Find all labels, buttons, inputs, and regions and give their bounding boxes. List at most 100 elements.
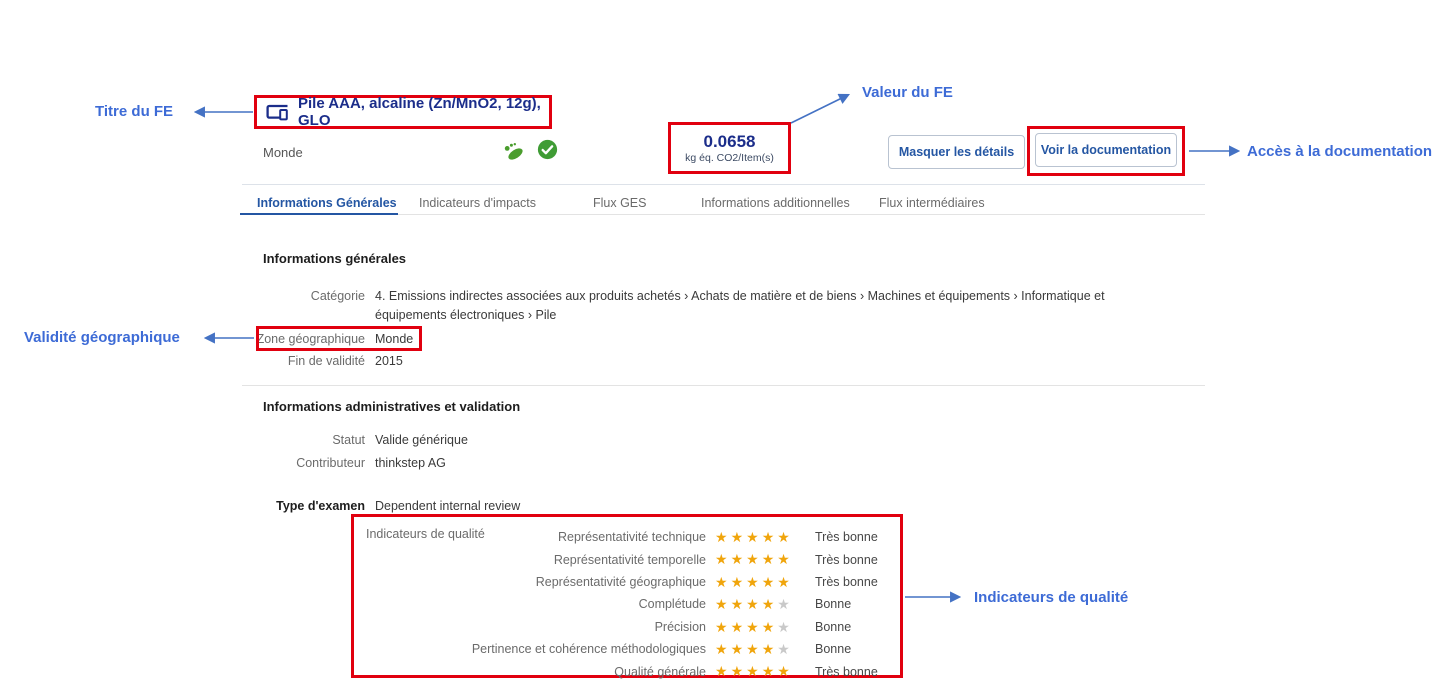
contributor-value: thinkstep AG	[375, 456, 446, 470]
tab-informations-additionnelles[interactable]: Informations additionnelles	[701, 196, 850, 210]
star-filled-icon: ★	[746, 640, 762, 657]
star-filled-icon: ★	[730, 573, 747, 590]
review-type-row: Type d'examen Dependent internal review	[242, 497, 520, 516]
fe-title-text: Pile AAA, alcaline (Zn/MnO2, 12g), GLO	[298, 95, 541, 129]
star-filled-icon: ★	[746, 663, 762, 680]
star-filled-icon: ★	[715, 640, 731, 657]
fe-unit: kg éq. CO2/Item(s)	[685, 151, 774, 164]
star-filled-icon: ★	[730, 551, 747, 568]
review-type-label: Type d'examen	[276, 499, 365, 513]
star-filled-icon: ★	[746, 551, 762, 568]
tab-flux-ges[interactable]: Flux GES	[593, 196, 647, 210]
category-label: Catégorie	[310, 289, 365, 303]
general-info-heading: Informations générales	[263, 251, 407, 266]
star-filled-icon: ★	[715, 663, 731, 680]
quality-row-label: Précision	[654, 619, 706, 634]
star-rating: ★★★★★	[715, 575, 815, 590]
quality-row-rating: Très bonne	[815, 530, 878, 545]
star-filled-icon: ★	[730, 618, 747, 635]
tabs-divider	[242, 214, 1205, 215]
star-filled-icon: ★	[777, 551, 793, 568]
quality-row: Représentativité technique ★★★★★ Très bo…	[354, 526, 890, 548]
annotation-documentation-label: Accès à la documentation	[1247, 143, 1433, 160]
star-filled-icon: ★	[715, 618, 731, 635]
review-type-value: Dependent internal review	[375, 499, 521, 513]
quality-row: Pertinence et cohérence méthodologiques …	[354, 638, 890, 660]
star-filled-icon: ★	[761, 573, 778, 590]
star-filled-icon: ★	[761, 663, 778, 680]
tab-informations-generales[interactable]: Informations Générales	[257, 196, 397, 210]
star-filled-icon: ★	[761, 640, 778, 657]
quality-row-rating: Très bonne	[815, 552, 878, 567]
admin-info-heading: Informations administratives et validati…	[263, 399, 521, 414]
validity-label: Fin de validité	[287, 354, 365, 368]
quality-row-label: Qualité générale	[614, 664, 706, 679]
star-filled-icon: ★	[761, 551, 778, 568]
fe-title: Pile AAA, alcaline (Zn/MnO2, 12g), GLO	[257, 95, 549, 129]
quality-row: Représentativité géographique ★★★★★ Très…	[354, 571, 890, 593]
validated-check-icon	[537, 139, 558, 163]
header-divider	[242, 184, 1205, 185]
status-value: Valide générique	[375, 433, 468, 447]
star-empty-icon: ★	[777, 618, 793, 635]
star-rating: ★★★★★	[715, 597, 815, 612]
star-filled-icon: ★	[730, 640, 747, 657]
fe-value: 0.0658	[703, 132, 756, 152]
quality-row-label: Complétude	[638, 597, 706, 612]
view-documentation-button[interactable]: Voir la documentation	[1035, 133, 1177, 167]
quality-row-rating: Très bonne	[815, 574, 878, 589]
zone-row: Zone géographique Monde	[242, 330, 414, 349]
documentation-highlight-box: Voir la documentation	[1027, 126, 1185, 176]
annotation-quality-label: Indicateurs de qualité	[974, 589, 1129, 606]
value-highlight-box: 0.0658 kg éq. CO2/Item(s)	[668, 122, 791, 174]
tab-flux-intermediaires[interactable]: Flux intermédiaires	[879, 196, 985, 210]
star-rating: ★★★★★	[715, 552, 815, 567]
star-filled-icon: ★	[746, 618, 762, 635]
quality-row: Représentativité temporelle ★★★★★ Très b…	[354, 548, 890, 570]
quality-row-rating: Bonne	[815, 619, 852, 634]
star-filled-icon: ★	[730, 528, 747, 545]
category-row: Catégorie 4. Emissions indirectes associ…	[242, 287, 1147, 325]
star-filled-icon: ★	[715, 573, 731, 590]
quality-caption: Indicateurs de qualité	[366, 527, 485, 541]
title-highlight-box: Pile AAA, alcaline (Zn/MnO2, 12g), GLO	[254, 95, 552, 129]
hide-details-button[interactable]: Masquer les détails	[888, 135, 1025, 169]
star-filled-icon: ★	[761, 596, 778, 613]
quality-highlight-box: Indicateurs de qualité Représentativité …	[351, 514, 903, 680]
quality-row-label: Représentativité géographique	[535, 574, 706, 589]
star-filled-icon: ★	[777, 663, 793, 680]
category-value: 4. Emissions indirectes associées aux pr…	[375, 289, 1105, 322]
star-filled-icon: ★	[761, 528, 778, 545]
star-filled-icon: ★	[715, 596, 731, 613]
annotation-geographic-label: Validité géographique	[24, 329, 180, 346]
quality-row-label: Pertinence et cohérence méthodologiques	[471, 642, 706, 657]
star-rating: ★★★★★	[715, 530, 815, 545]
quality-row-label: Représentativité technique	[557, 530, 706, 545]
tab-indicateurs-impacts[interactable]: Indicateurs d'impacts	[419, 196, 537, 210]
star-filled-icon: ★	[730, 596, 747, 613]
star-filled-icon: ★	[715, 551, 731, 568]
quality-row-rating: Très bonne	[815, 664, 878, 679]
star-filled-icon: ★	[730, 663, 747, 680]
carbon-footprint-icon	[502, 140, 526, 165]
quality-row-rating: Bonne	[815, 597, 852, 612]
contributor-label: Contributeur	[296, 456, 365, 470]
star-filled-icon: ★	[746, 528, 762, 545]
star-empty-icon: ★	[777, 640, 793, 657]
section-divider	[242, 385, 1205, 386]
zone-label: Zone géographique	[256, 332, 365, 346]
star-filled-icon: ★	[777, 573, 793, 590]
annotation-value-label: Valeur du FE	[862, 84, 953, 101]
star-filled-icon: ★	[746, 573, 762, 590]
status-label: Statut	[332, 433, 365, 447]
zone-highlight-box	[256, 326, 422, 351]
star-filled-icon: ★	[761, 618, 778, 635]
star-rating: ★★★★★	[715, 642, 815, 657]
annotation-title-label: Titre du FE	[95, 103, 174, 120]
star-filled-icon: ★	[777, 528, 793, 545]
star-filled-icon: ★	[746, 596, 762, 613]
quality-row: Complétude ★★★★★ Bonne	[354, 593, 890, 615]
status-row: Statut Valide générique	[242, 431, 468, 450]
fe-geography-text: Monde	[263, 145, 303, 160]
